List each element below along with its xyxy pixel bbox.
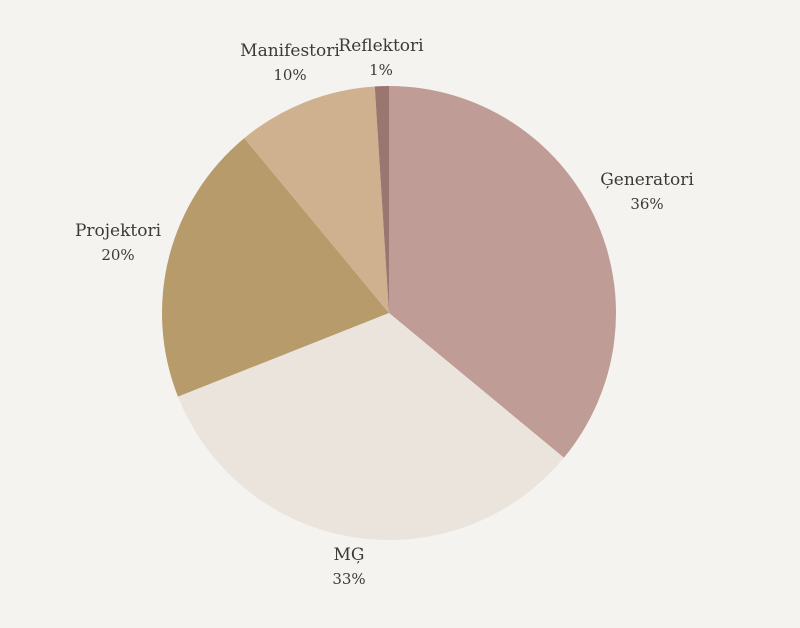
- slice-percent-1: 36%: [630, 195, 663, 213]
- pie-slice-3: [162, 138, 389, 397]
- slice-label-1: Ģeneratori: [600, 170, 694, 190]
- pie-slice-4: [244, 86, 389, 313]
- slice-percent-4: 10%: [273, 66, 306, 84]
- pie-labels: Ģeneratori 36% MĢ 33% Projektori 20% Manifesto…: [75, 36, 694, 588]
- slice-percent-5: 1%: [369, 61, 393, 79]
- slice-label-4: Manifestori: [240, 41, 340, 61]
- pie-slice-1: [389, 86, 617, 458]
- pie-slice-2: [177, 313, 564, 540]
- slice-label-5: Reflektori: [338, 36, 424, 56]
- pie-slices: [162, 86, 617, 540]
- slice-label-3: Projektori: [75, 221, 162, 241]
- slice-percent-3: 20%: [101, 246, 134, 264]
- pie-slice-5: [374, 86, 389, 313]
- slice-label-2: MĢ: [334, 545, 365, 565]
- slice-percent-2: 33%: [332, 570, 365, 588]
